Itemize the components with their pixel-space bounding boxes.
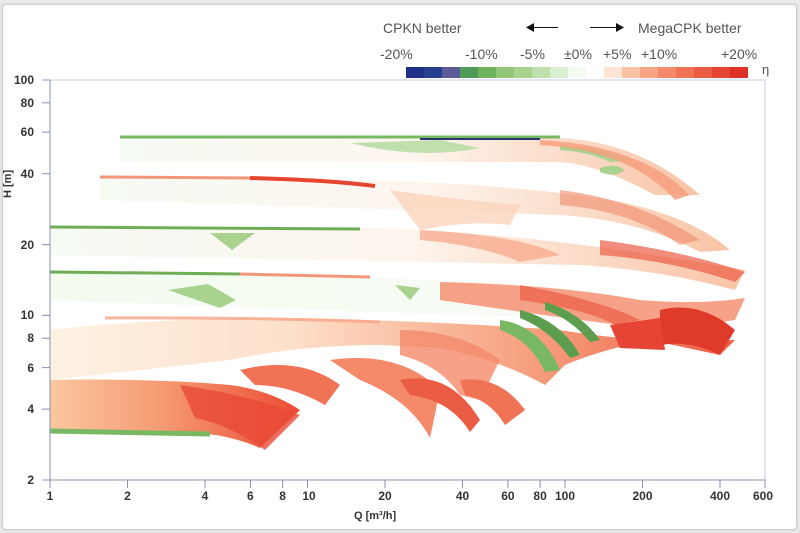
x-tick-label: 100	[554, 489, 576, 503]
colorbar-swatch	[532, 67, 550, 78]
colorbar-tick-label: +10%	[641, 46, 678, 62]
x-tick-label: 400	[709, 489, 731, 503]
y-tick-label: 8	[27, 331, 34, 345]
x-tick-label: 6	[247, 489, 254, 503]
y-tick-label: 80	[20, 96, 34, 110]
colorbar-swatch	[712, 67, 730, 78]
y-tick-label: 60	[20, 125, 34, 139]
y-axis	[42, 79, 51, 481]
colorbar-swatch	[622, 67, 640, 78]
colorbar-swatch	[460, 67, 478, 78]
colorbar-swatch	[406, 67, 424, 78]
colorbar-swatch	[694, 67, 712, 78]
y-tick-label: 4	[27, 402, 34, 416]
colorbar-swatch	[514, 67, 532, 78]
colorbar-tick-label: ±0%	[564, 46, 592, 62]
legend-right-label: MegaCPK better	[638, 20, 742, 36]
colorbar-swatch	[604, 67, 622, 78]
colorbar-swatch	[442, 67, 460, 78]
colorbar-tick-label: -5%	[520, 46, 545, 62]
y-axis-title: H [m]	[2, 169, 14, 198]
x-tick-label: 8	[279, 489, 286, 503]
colorbar-swatch	[730, 67, 748, 78]
y-tick-label: 6	[27, 361, 34, 375]
x-tick-label: 1	[46, 489, 54, 503]
left-arrow-icon	[530, 27, 558, 28]
colorbar-swatch	[496, 67, 514, 78]
x-tick-label: 200	[632, 489, 653, 503]
y-tick-label: 100	[13, 73, 34, 87]
colorbar-swatch	[424, 67, 442, 78]
colorbar-tick-label: +5%	[603, 46, 632, 62]
legend-left-label: CPKN better	[383, 20, 462, 36]
band-h-55	[120, 138, 700, 195]
colorbar	[406, 67, 748, 78]
y-tick-label: 40	[20, 167, 34, 181]
x-axis-title: Q [m³/h]	[354, 510, 397, 522]
colorbar-swatch	[568, 67, 586, 78]
x-tick-label: 4	[201, 489, 209, 503]
right-arrow-icon	[590, 27, 618, 28]
x-tick-label: 600	[752, 489, 774, 503]
left-arrowhead-icon	[526, 23, 534, 32]
x-tick-label: 20	[378, 489, 392, 503]
colorbar-swatch	[550, 67, 568, 78]
colorbar-tick-label: +20%	[721, 46, 758, 62]
colorbar-swatch	[586, 67, 604, 78]
colorbar-swatch	[676, 67, 694, 78]
colorbar-swatch	[658, 67, 676, 78]
x-axis	[49, 479, 766, 488]
colorbar-tick-label: -20%	[380, 46, 413, 62]
y-tick-label: 20	[20, 238, 34, 252]
x-tick-label: 80	[533, 489, 547, 503]
y-tick-label: 10	[20, 308, 34, 322]
right-arrowhead-icon	[616, 23, 624, 32]
y-tick-label: 2	[27, 473, 34, 487]
x-tick-label: 60	[501, 489, 515, 503]
x-tick-label: 2	[124, 489, 131, 503]
colorbar-tick-label: -10%	[465, 46, 498, 62]
colorbar-symbol: η	[762, 62, 770, 77]
x-tick-label: 40	[455, 489, 470, 503]
colorbar-swatch	[640, 67, 658, 78]
colorbar-swatch	[478, 67, 496, 78]
x-tick-label: 10	[302, 489, 316, 503]
